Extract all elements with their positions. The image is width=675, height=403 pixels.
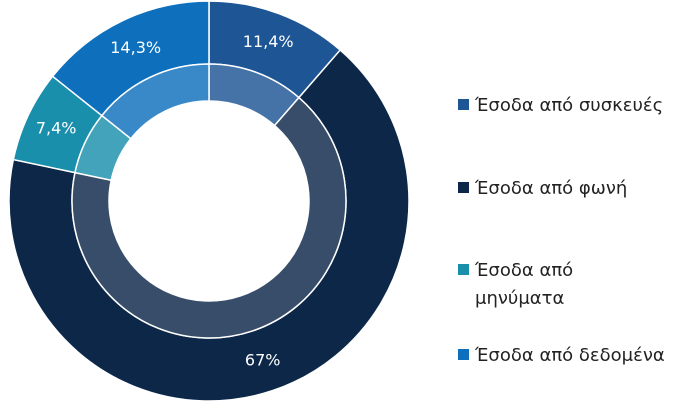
legend-item: Έσοδα από φωνή: [458, 175, 665, 203]
inner-highlight: [209, 64, 299, 126]
legend-item: Έσοδα από συσκευές: [458, 92, 665, 120]
data-label: 7,4%: [36, 118, 77, 137]
legend-label: Έσοδα από συσκευές: [475, 95, 664, 116]
donut: 11,4% 67% 7,4% 14,3%: [8, 0, 410, 402]
data-label: 14,3%: [110, 38, 161, 57]
legend-swatch: [458, 182, 469, 193]
legend-label: Έσοδα από φωνή: [475, 178, 628, 199]
legend-swatch: [458, 349, 469, 360]
legend-swatch: [458, 99, 469, 110]
data-label: 11,4%: [243, 32, 294, 51]
inner-highlight: [74, 115, 131, 181]
legend-swatch: [458, 264, 469, 275]
inner-highlight: [71, 97, 346, 339]
legend-item: Έσοδα από δεδομένα: [458, 342, 665, 370]
inner-ring-edge: [71, 63, 347, 339]
legend-label: Έσοδα από μηνύματα: [475, 260, 574, 309]
legend-label: Έσοδα από δεδομένα: [475, 345, 665, 366]
hole: [109, 101, 309, 301]
data-label: 67%: [245, 351, 281, 370]
inner-highlight: [101, 64, 209, 139]
legend-item: Έσοδα από μηνύματα: [458, 257, 665, 313]
